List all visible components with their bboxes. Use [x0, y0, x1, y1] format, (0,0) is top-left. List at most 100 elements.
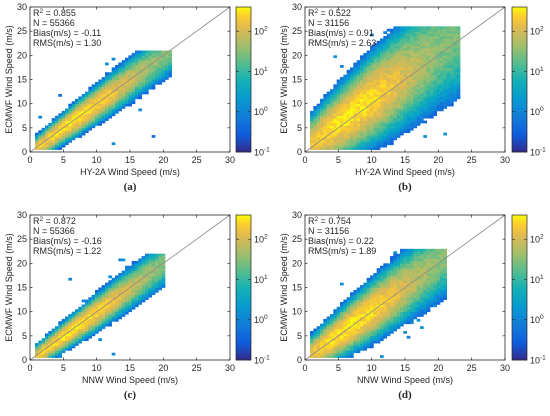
density-cell: [118, 69, 123, 73]
colorbar-tick-base: 10: [254, 235, 264, 245]
density-cell: [380, 321, 384, 325]
density-cell: [406, 69, 411, 73]
density-cell: [400, 48, 404, 51]
density-cell: [370, 323, 374, 327]
density-cell: [141, 260, 146, 264]
density-cell: [410, 127, 414, 131]
density-cell: [440, 67, 444, 71]
density-cell: [393, 275, 398, 279]
density-cell: [346, 120, 351, 124]
density-cell: [416, 282, 421, 286]
density-cell: [45, 345, 49, 349]
density-cell: [386, 299, 391, 303]
density-cell: [316, 118, 321, 121]
density-cell: [376, 321, 381, 325]
density-cell: [161, 67, 166, 71]
density-cell: [386, 282, 391, 286]
density-cell: [340, 311, 344, 315]
density-cell: [396, 263, 401, 267]
density-cell: [373, 108, 378, 112]
density-cell: [403, 101, 408, 105]
density-cell: [350, 335, 354, 339]
density-cell: [416, 33, 421, 37]
density-cell: [158, 253, 163, 257]
density-cell: [430, 48, 434, 51]
density-cell: [363, 311, 368, 315]
density-cell: [380, 67, 384, 71]
density-cell: [440, 103, 444, 107]
density-cell: [158, 260, 163, 264]
density-cell: [420, 282, 424, 286]
density-cell: [383, 89, 388, 92]
density-cell: [350, 118, 354, 121]
density-cell: [333, 321, 338, 325]
density-cell: [155, 74, 159, 78]
y-axis-label: ECMWF Wind Speed (m/s): [279, 25, 289, 134]
density-cell: [400, 101, 404, 105]
density-cell: [400, 79, 404, 83]
density-cell: [326, 137, 331, 141]
density-cell: [135, 67, 139, 71]
density-cell: [111, 287, 116, 291]
density-cell: [433, 292, 438, 296]
density-cell: [446, 79, 451, 83]
density-cell: [403, 67, 408, 71]
density-cell: [420, 118, 424, 121]
density-cell: [350, 137, 354, 141]
density-cell: [55, 352, 59, 356]
density-cell: [128, 103, 133, 107]
density-cell: [141, 297, 146, 300]
density-cell: [336, 115, 341, 119]
density-cell: [426, 101, 431, 105]
density-cell: [121, 65, 126, 68]
colorbar-tick-exponent: 2: [540, 26, 544, 33]
density-cell: [343, 335, 348, 339]
colorbar-segment: [512, 350, 527, 354]
density-cell: [138, 302, 143, 305]
density-cell: [383, 67, 388, 71]
density-cell: [326, 125, 331, 129]
colorbar-segment: [512, 311, 527, 315]
bias-stat: Bias(m/s) = -0.16: [33, 236, 102, 246]
density-cell: [400, 277, 404, 281]
density-cell: [71, 135, 76, 138]
density-cell: [115, 311, 119, 315]
density-cell: [128, 62, 133, 66]
density-cell: [88, 302, 93, 305]
density-cell: [413, 304, 418, 308]
density-cell: [386, 333, 391, 337]
density-cell: [91, 321, 96, 325]
density-cell: [346, 331, 351, 334]
density-cell: [125, 268, 129, 271]
density-cell: [436, 77, 441, 80]
density-cell: [155, 55, 159, 59]
density-cell: [323, 340, 328, 344]
density-cell: [443, 94, 448, 97]
density-cell: [453, 33, 458, 37]
density-cell: [390, 127, 394, 131]
density-cell: [386, 287, 391, 291]
density-cell: [396, 50, 401, 54]
density-cell: [310, 110, 314, 114]
density-cell: [340, 352, 344, 356]
density-cell: [370, 302, 374, 305]
density-cell: [406, 52, 411, 56]
density-cell: [151, 62, 156, 66]
density-cell: [108, 299, 113, 303]
density-cell: [151, 280, 156, 284]
density-cell: [91, 118, 96, 121]
density-cell: [343, 299, 348, 303]
density-cell: [71, 314, 76, 317]
density-cell: [48, 338, 53, 342]
density-cell: [453, 84, 458, 88]
density-cell: [135, 273, 139, 276]
density-cell: [81, 323, 86, 327]
density-cell: [346, 132, 351, 136]
density-cell: [141, 69, 146, 73]
density-cell: [101, 304, 106, 308]
density-cell: [161, 253, 166, 257]
density-cell: [363, 79, 368, 83]
density-cell: [350, 98, 354, 102]
density-cell: [115, 69, 119, 73]
density-cell: [148, 50, 153, 54]
